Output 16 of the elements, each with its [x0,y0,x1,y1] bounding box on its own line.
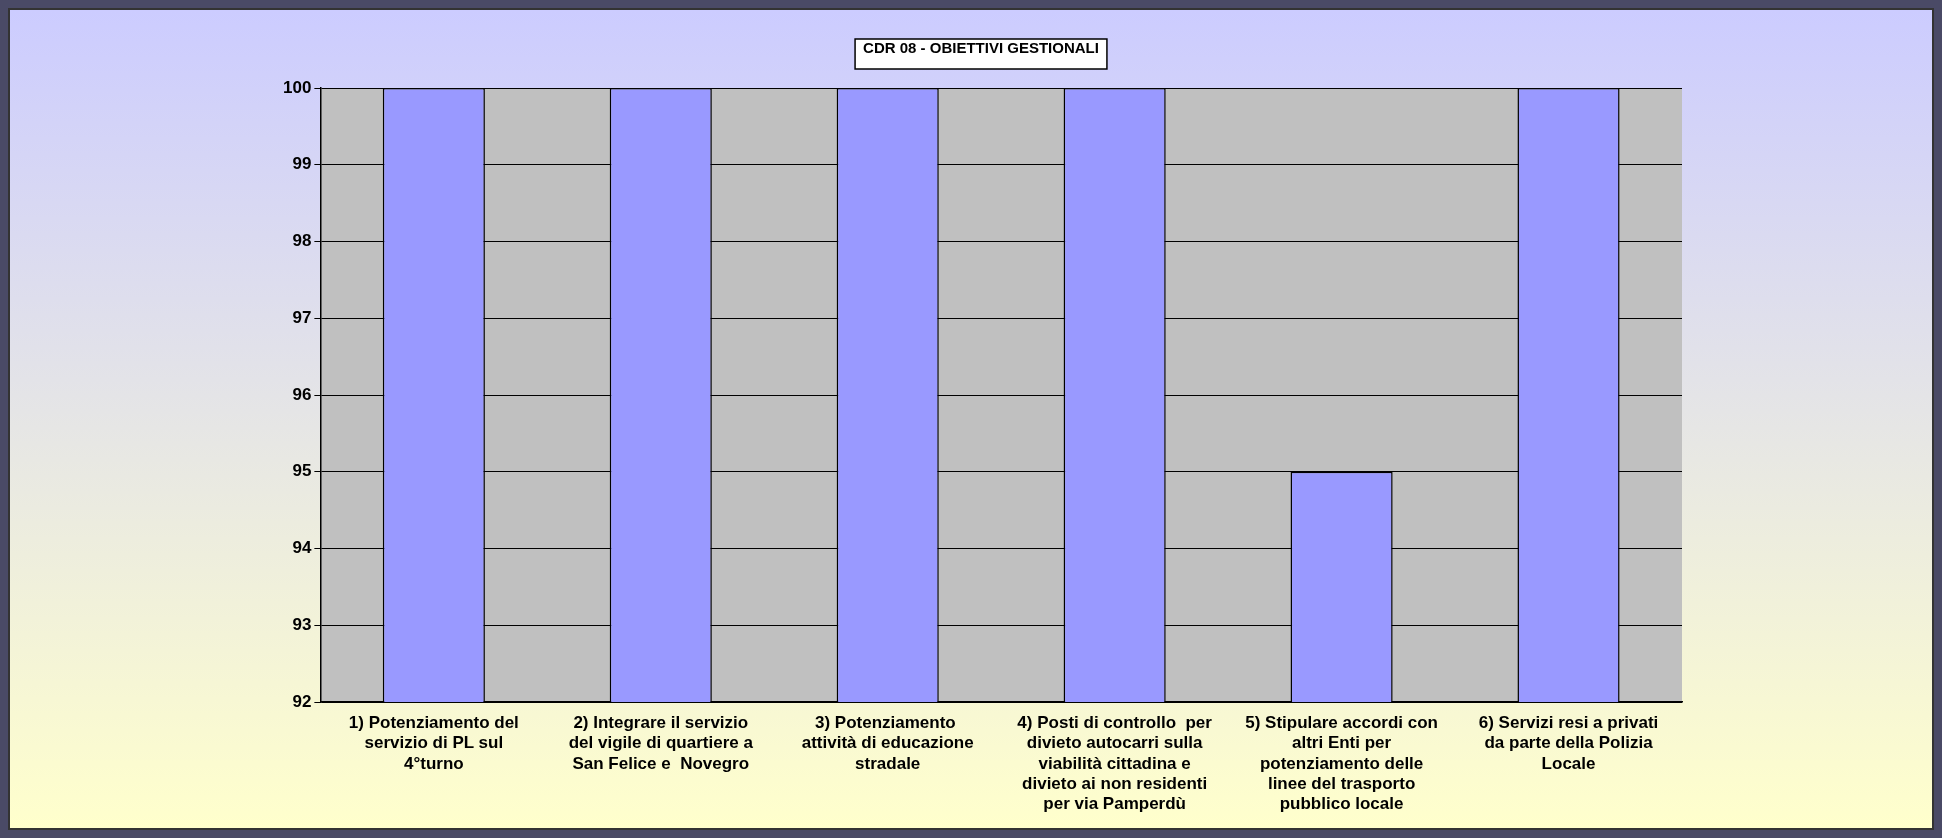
y-tick-label: 93 [292,614,312,634]
x-tick-label: 2) Integrare il servizio del vigile di quartiere a San Felice e Novegro [568,712,754,773]
x-tick-label: 1) Potenziamento del servizio di PL sul 4°turno [348,712,519,773]
y-tick-label: 94 [292,538,312,558]
y-tick-label: 96 [292,384,312,404]
y-tick-label: 92 [292,691,312,711]
y-tick-label: 95 [292,461,312,481]
y-tick-label: 100 [282,77,312,97]
x-tick-label: 5) Stipulare accordi con altri Enti per potenziamento delle linee del trasporto pubblico locale [1245,712,1438,814]
chart-title: CDR 08 - OBIETTIVI GESTIONALI [863,39,1099,57]
y-tick-label: 98 [292,231,312,251]
x-tick-label: 4) Posti di controllo per divieto autocarri sulla viabilità cittadina e divieto ai non residenti per via Pamperdù [1017,712,1213,814]
y-tick-label: 99 [292,154,312,174]
x-tick-label: 3) Potenziamento attività di educazione stradale [801,712,974,773]
y-tick-label: 97 [292,307,312,327]
x-tick-label: 6) Servizi resi a privati da parte della Polizia Locale [1478,712,1659,773]
